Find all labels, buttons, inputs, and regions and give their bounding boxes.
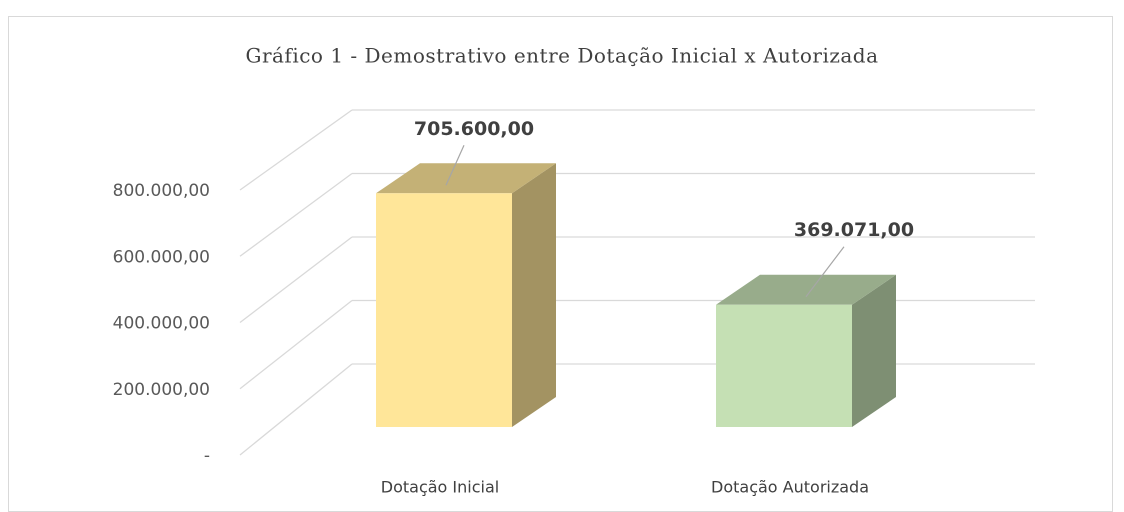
- grid-line: [239, 363, 353, 456]
- bar-side: [512, 163, 556, 427]
- grid-line: [239, 236, 353, 324]
- x-tick-label: Dotação Autorizada: [711, 478, 869, 497]
- chart-title: Gráfico 1 - Demostrativo entre Dotação I…: [245, 44, 878, 68]
- bar-side: [852, 274, 896, 427]
- bar: [716, 304, 852, 427]
- grid-line: [239, 172, 353, 257]
- chart-border: [8, 16, 1113, 512]
- bar-top: [716, 274, 896, 305]
- grid-line: [239, 299, 353, 390]
- y-tick-label: 200.000,00: [113, 380, 210, 400]
- value-label: 705.600,00: [414, 118, 534, 140]
- y-tick-label: -: [204, 446, 210, 466]
- bar-top: [376, 163, 556, 194]
- y-tick-label: 600.000,00: [113, 247, 210, 267]
- leader-line: [445, 145, 465, 186]
- leader-line: [805, 246, 845, 298]
- bar: [376, 193, 512, 427]
- grid-line: [239, 109, 353, 191]
- x-tick-label: Dotação Inicial: [381, 478, 499, 497]
- y-tick-label: 800.000,00: [113, 181, 210, 201]
- y-tick-label: 400.000,00: [113, 314, 210, 334]
- value-label: 369.071,00: [794, 219, 914, 241]
